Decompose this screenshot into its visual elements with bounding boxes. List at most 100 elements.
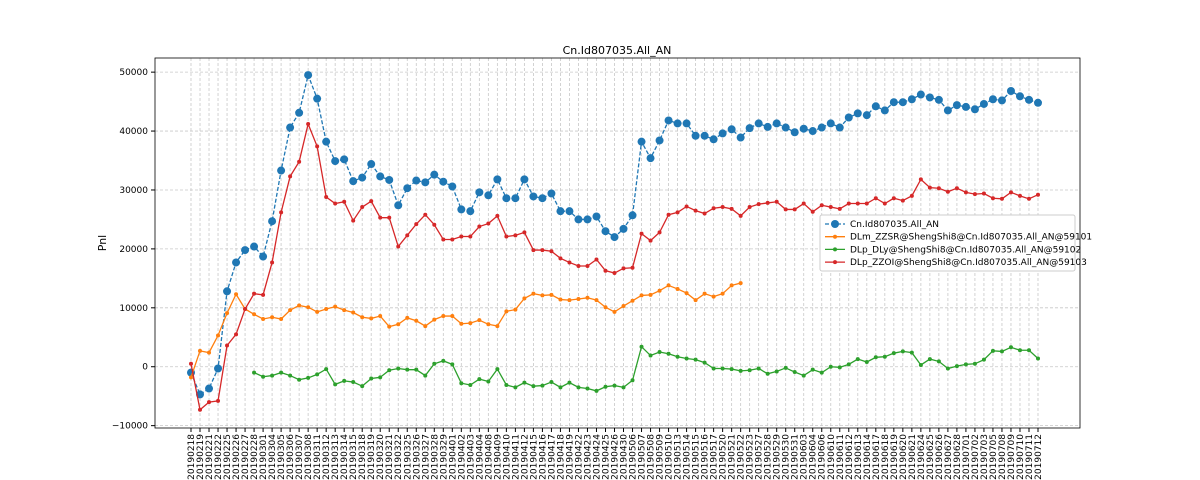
data-point (855, 357, 860, 362)
data-point (441, 314, 446, 319)
data-point (826, 119, 835, 128)
data-point (441, 237, 446, 242)
data-point (1034, 98, 1042, 107)
data-point (738, 281, 743, 286)
data-point (675, 354, 680, 359)
x-tick-label: 20190311 (313, 434, 323, 480)
x-tick-label: 20190425 (601, 434, 611, 480)
x-tick-label: 20190520 (719, 434, 729, 480)
x-tick-label: 20190701 (962, 434, 972, 480)
data-point (261, 317, 266, 322)
x-tick-label: 20190628 (953, 434, 963, 480)
x-tick-label: 20190327 (421, 434, 431, 480)
x-tick-label: 20190514 (683, 434, 693, 480)
x-tick-label: 20190307 (295, 434, 305, 480)
data-point (630, 378, 635, 383)
data-point (378, 314, 383, 319)
data-point (990, 348, 995, 353)
data-point (1036, 356, 1040, 361)
data-point (387, 215, 392, 220)
data-point (315, 309, 320, 314)
data-point (621, 385, 626, 390)
data-point (486, 322, 491, 327)
data-point (970, 105, 979, 114)
data-point (756, 202, 761, 207)
x-tick-label: 20190702 (971, 434, 981, 480)
data-point (583, 215, 592, 224)
data-point (511, 194, 520, 203)
x-tick-label: 20190531 (791, 434, 801, 480)
data-point (648, 292, 653, 297)
data-point (529, 192, 538, 201)
data-point (691, 131, 700, 140)
data-point (999, 196, 1004, 201)
data-point (783, 207, 788, 212)
data-point (790, 128, 799, 137)
data-point (576, 296, 581, 301)
data-point (621, 266, 626, 271)
data-point (324, 195, 329, 200)
data-point (468, 234, 473, 239)
x-tick-label: 20190522 (737, 434, 747, 480)
data-point (504, 309, 509, 314)
x-tick-label: 20190409 (493, 434, 503, 480)
x-tick-label: 20190521 (728, 434, 738, 480)
data-point (925, 93, 934, 102)
x-tick-label: 20190618 (881, 434, 891, 480)
x-tick-label: 20190403 (466, 434, 476, 480)
data-point (331, 157, 340, 166)
data-point (799, 124, 808, 133)
data-point (297, 159, 302, 164)
data-point (430, 170, 439, 179)
data-point (549, 249, 554, 254)
data-point (513, 385, 518, 390)
data-point (547, 189, 556, 198)
data-point (333, 304, 338, 309)
data-point (538, 194, 547, 203)
data-point (835, 123, 844, 132)
data-point (646, 154, 655, 163)
data-point (612, 383, 617, 388)
data-point (207, 400, 212, 405)
data-point (189, 361, 193, 366)
data-point (405, 315, 410, 320)
data-point (396, 366, 401, 371)
data-point (576, 263, 581, 268)
data-point (954, 186, 959, 191)
x-tick-label: 20190611 (836, 434, 846, 480)
data-point (666, 283, 671, 288)
data-point (774, 199, 779, 204)
data-point (792, 370, 797, 375)
data-point (468, 382, 473, 387)
data-point (270, 260, 275, 265)
data-point (747, 205, 752, 210)
x-tick-label: 20190705 (989, 434, 999, 480)
data-point (700, 131, 709, 140)
data-point (207, 350, 212, 355)
data-point (612, 309, 617, 314)
data-point (765, 200, 770, 205)
data-point (891, 196, 896, 201)
data-point (333, 382, 338, 387)
data-point (637, 137, 646, 146)
data-point (603, 305, 608, 310)
data-point (351, 218, 356, 223)
data-point (880, 106, 889, 115)
data-point (477, 318, 482, 323)
x-tick-label: 20190329 (439, 434, 449, 480)
data-point (711, 206, 716, 211)
data-point (243, 306, 248, 311)
data-point (241, 246, 250, 255)
data-point (844, 113, 853, 122)
legend-marker (831, 220, 839, 228)
x-tick-label: 20190408 (484, 434, 494, 480)
data-point (432, 317, 437, 322)
data-point (963, 362, 968, 367)
x-tick-label: 20190515 (692, 434, 702, 480)
data-point (718, 129, 727, 138)
x-tick-label: 20190418 (556, 434, 566, 480)
data-point (360, 205, 365, 210)
data-point (459, 381, 464, 386)
data-point (684, 204, 689, 209)
